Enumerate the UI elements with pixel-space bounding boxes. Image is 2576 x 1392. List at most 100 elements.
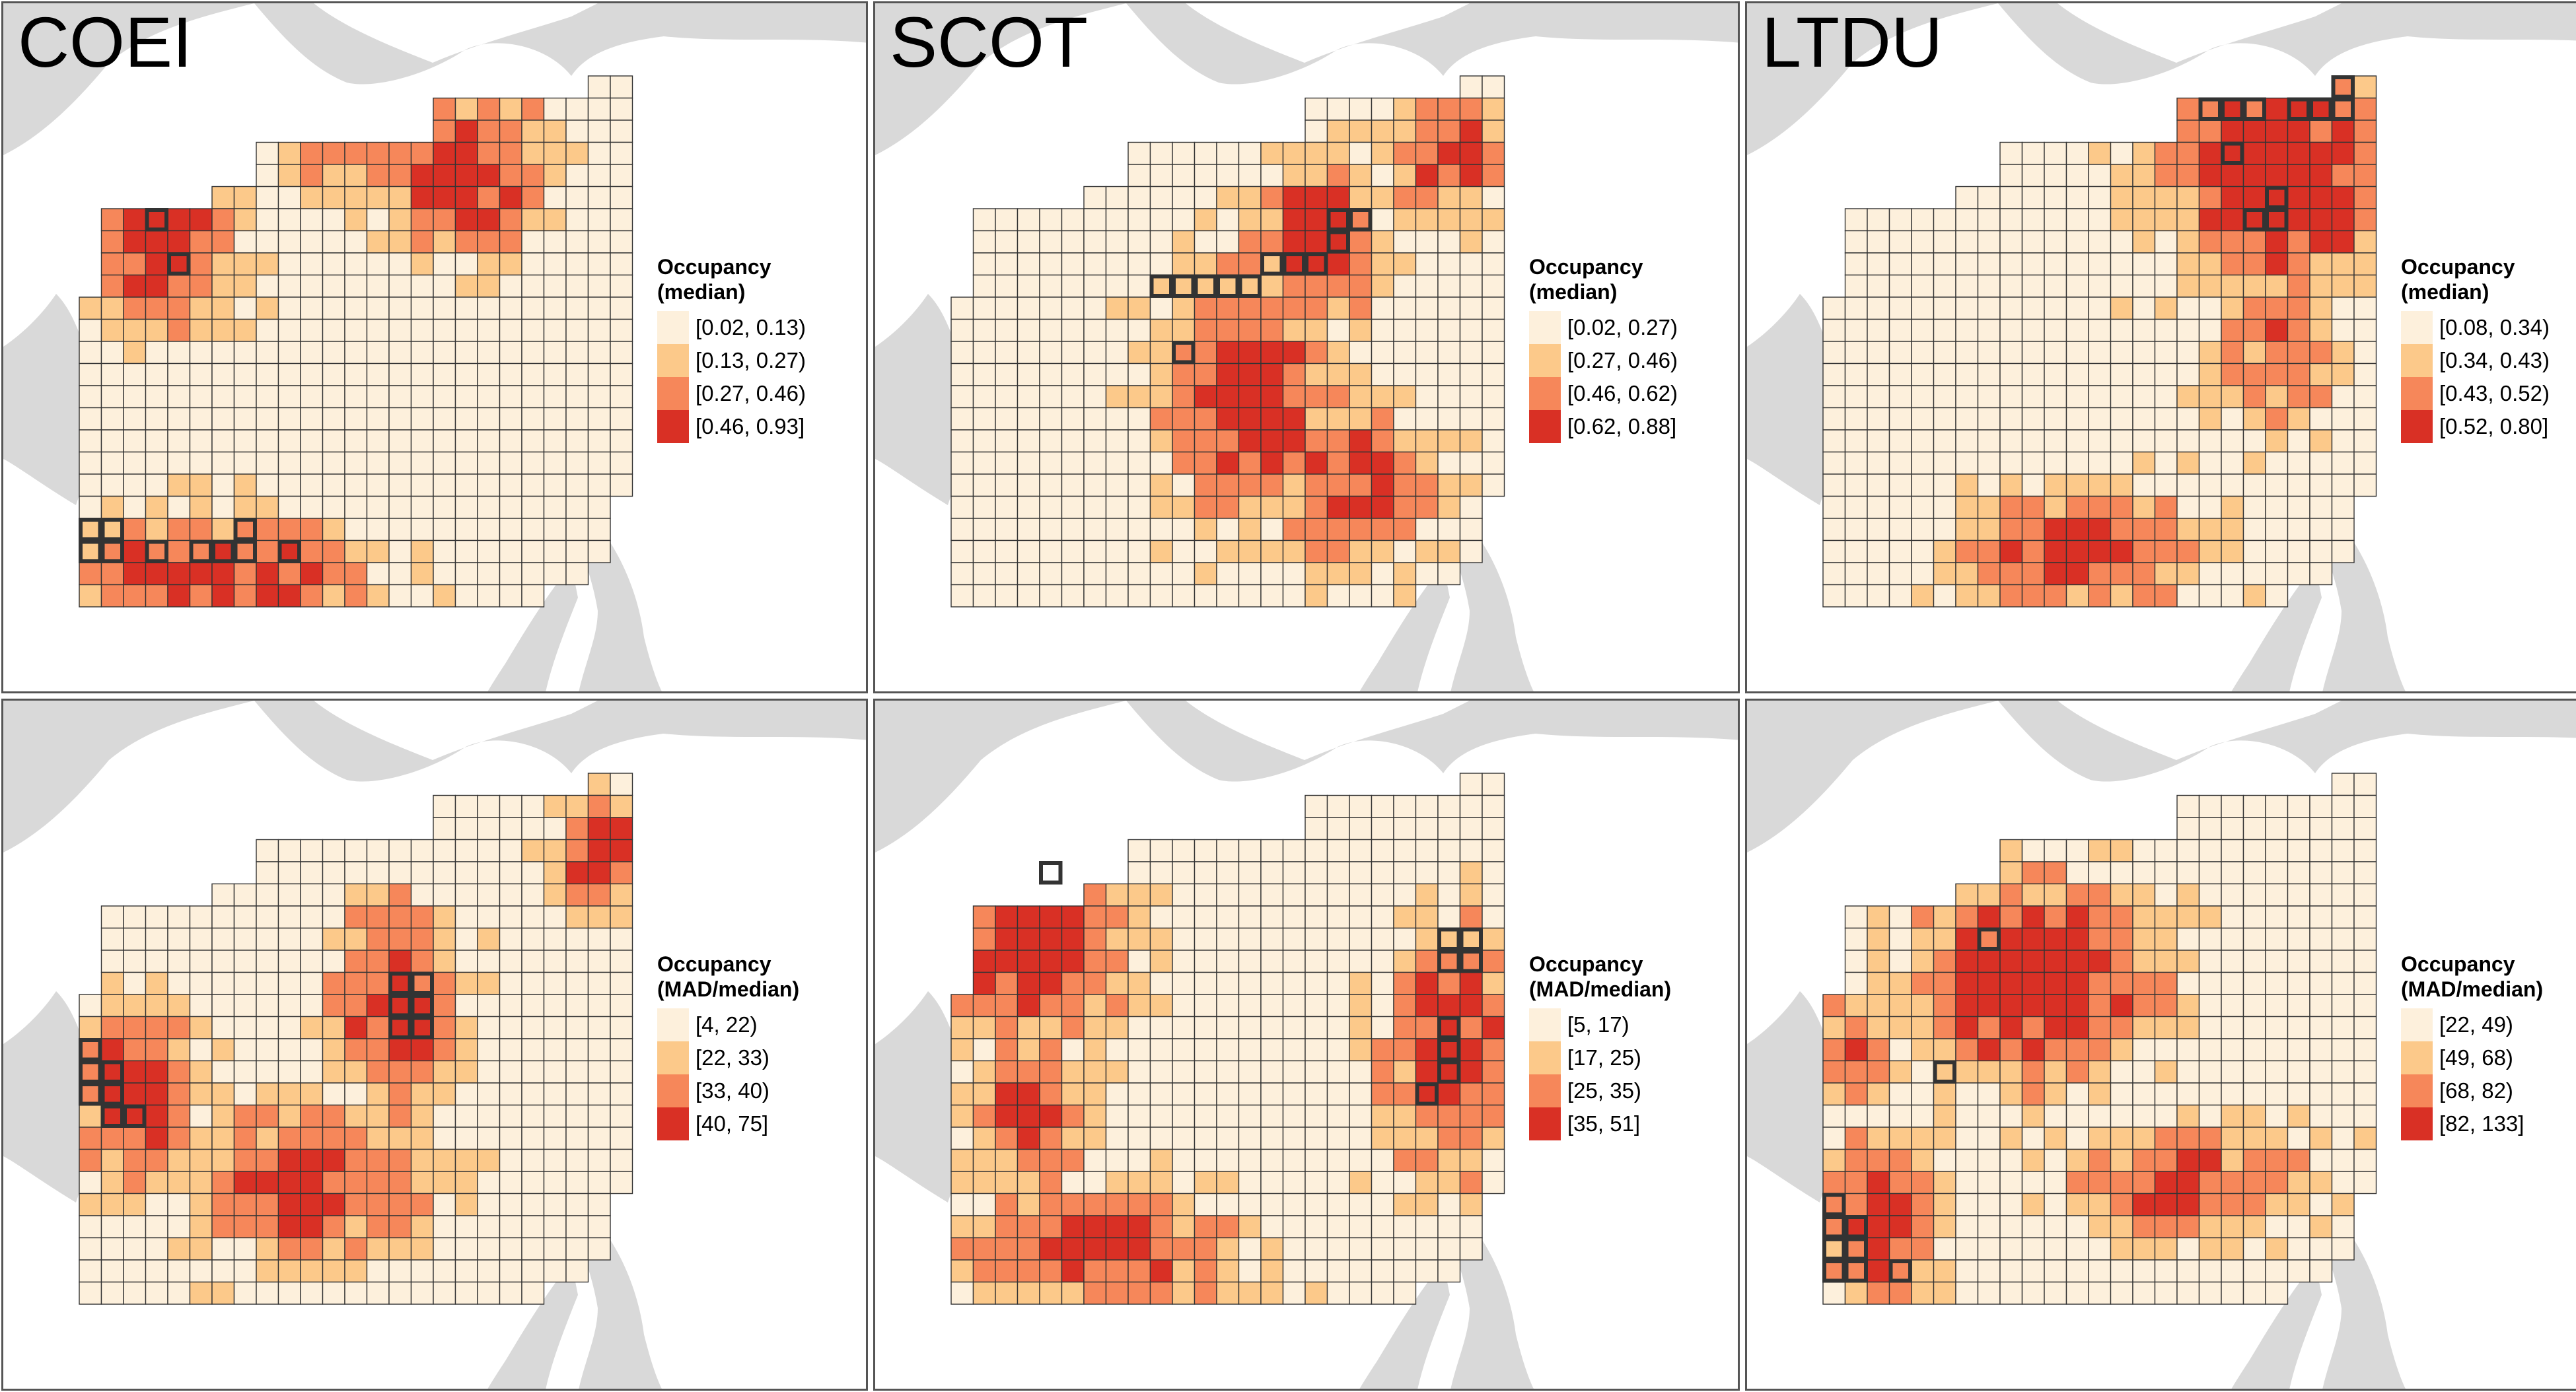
grid-cell (587, 1082, 611, 1106)
grid-cell (1172, 518, 1196, 541)
grid-cell (277, 1193, 301, 1216)
grid-cell (2265, 120, 2289, 143)
grid-cell (410, 971, 434, 995)
grid-cell (1194, 252, 1217, 276)
grid-cell (2110, 274, 2133, 298)
grid-cell (610, 252, 633, 276)
grid-cell (1326, 905, 1350, 929)
grid-cell (1282, 1038, 1306, 1062)
grid-cell (565, 230, 589, 254)
grid-cell (2353, 164, 2377, 188)
grid-cell (2088, 1060, 2112, 1084)
grid-cell (410, 407, 434, 431)
grid-cell (2154, 883, 2178, 907)
grid-cell (1149, 861, 1173, 885)
grid-cell (2176, 97, 2200, 121)
grid-cell (2176, 473, 2200, 497)
grid-cell (1282, 252, 1306, 276)
grid-cell (189, 208, 213, 232)
grid-cell (1911, 1016, 1935, 1039)
grid-cell (1260, 495, 1284, 519)
grid-cell (2110, 164, 2133, 188)
grid-cell (388, 1016, 412, 1039)
grid-cell (2088, 562, 2112, 586)
grid-cell (1305, 1281, 1328, 1305)
grid-cell (543, 318, 567, 342)
grid-cell (499, 407, 522, 431)
grid-cell (1061, 252, 1085, 276)
grid-cell (499, 1016, 522, 1039)
grid-cell (1061, 495, 1085, 519)
grid-cell (2044, 495, 2067, 519)
grid-cell (2154, 839, 2178, 862)
grid-cell (1888, 1104, 1912, 1128)
grid-cell (79, 1016, 102, 1039)
grid-cell (454, 861, 478, 885)
highlighted-cell (1305, 252, 1328, 276)
grid-cell (2221, 164, 2244, 188)
grid-cell (543, 1237, 567, 1261)
grid-cell (454, 1127, 478, 1150)
grid-cell (1194, 1038, 1217, 1062)
grid-cell (1437, 1104, 1461, 1128)
grid-cell (2021, 539, 2045, 563)
grid-cell (2198, 1038, 2222, 1062)
grid-cell (1911, 539, 1935, 563)
grid-cell (100, 1060, 124, 1084)
grid-cell (2132, 971, 2156, 995)
grid-cell (1415, 1127, 1439, 1150)
grid-cell (454, 252, 478, 276)
grid-cell (2331, 274, 2355, 298)
grid-cell (433, 1038, 456, 1062)
grid-cell (145, 584, 168, 608)
grid-cell (2242, 1104, 2266, 1128)
grid-cell (477, 164, 501, 188)
grid-cell (2221, 230, 2244, 254)
grid-cell (1999, 208, 2023, 232)
grid-cell (2287, 473, 2310, 497)
grid-cell (1482, 385, 1505, 409)
grid-cell (410, 1193, 434, 1216)
grid-cell (2065, 274, 2089, 298)
grid-cell (2221, 1016, 2244, 1039)
grid-cell (2176, 341, 2200, 365)
grid-cell (1194, 495, 1217, 519)
grid-cell (2287, 1148, 2310, 1172)
grid-cell (587, 141, 611, 165)
grid-cell (277, 296, 301, 320)
grid-cell (1172, 883, 1196, 907)
grid-cell (1349, 318, 1373, 342)
grid-cell (1194, 186, 1217, 209)
grid-cell (256, 1171, 279, 1195)
grid-cell (79, 407, 102, 431)
grid-cell (499, 584, 522, 608)
grid-cell (2287, 794, 2310, 818)
grid-cell (2242, 495, 2266, 519)
grid-cell (477, 794, 501, 818)
grid-cell (300, 839, 324, 862)
grid-cell (1822, 1215, 1846, 1239)
grid-cell (950, 1060, 974, 1084)
legend-label: [68, 82) (2439, 1078, 2513, 1103)
grid-cell (454, 318, 478, 342)
grid-cell (1105, 883, 1129, 907)
grid-cell (2242, 385, 2266, 409)
grid-cell (2110, 971, 2133, 995)
grid-cell (2021, 363, 2045, 386)
grid-cell (521, 495, 545, 519)
grid-cell (2110, 562, 2133, 586)
grid-cell (145, 363, 168, 386)
grid-cell (2287, 296, 2310, 320)
highlighted-cell (1844, 1259, 1868, 1283)
grid-cell (1371, 230, 1394, 254)
grid-cell (1083, 208, 1107, 232)
grid-cell (1371, 385, 1394, 409)
grid-cell (1955, 518, 1979, 541)
grid-cell (2309, 994, 2333, 1018)
grid-cell (2331, 429, 2355, 453)
grid-cell (2309, 1193, 2333, 1216)
grid-cell (211, 363, 235, 386)
grid-cell (145, 1171, 168, 1195)
grid-cell (2176, 186, 2200, 209)
grid-cell (2221, 971, 2244, 995)
